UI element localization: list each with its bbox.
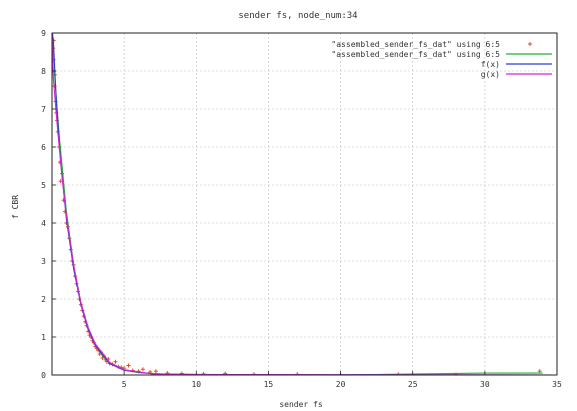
legend-label: f(x): [481, 60, 500, 69]
y-tick-label: 5: [41, 181, 46, 190]
y-tick-label: 0: [41, 371, 46, 380]
grid-lines: [52, 33, 558, 375]
x-tick-label: 35: [552, 380, 562, 389]
series-line-data_line: [52, 33, 543, 375]
series-line-f: [52, 33, 557, 375]
x-tick-label: 5: [122, 380, 127, 389]
data-point: [140, 367, 145, 372]
legend-label: "assembled_sender_fs_dat" using 6:5: [331, 40, 500, 49]
y-tick-label: 9: [41, 29, 46, 38]
legend-label: g(x): [481, 70, 500, 79]
legend-label: "assembled_sender_fs_dat" using 6:5: [331, 50, 500, 59]
y-tick-label: 3: [41, 257, 46, 266]
series-line-g: [52, 33, 557, 375]
y-tick-label: 1: [41, 333, 46, 342]
x-tick-label: 10: [191, 380, 201, 389]
data-point: [537, 369, 542, 374]
chart-title: sender fs, node_num:34: [238, 11, 357, 21]
data-point: [153, 369, 158, 374]
data-point: [201, 371, 206, 375]
y-tick-label: 8: [41, 67, 46, 76]
x-tick-label: 30: [480, 380, 490, 389]
data-point: [126, 363, 131, 368]
legend-swatch-points: [528, 42, 532, 46]
x-axis-label: sender fs: [279, 400, 323, 409]
legend: "assembled_sender_fs_dat" using 6:5"asse…: [331, 40, 552, 79]
plot-frame: [51, 32, 558, 376]
x-tick-label: 20: [336, 380, 346, 389]
x-tick-label: 25: [408, 380, 418, 389]
data-point: [113, 359, 118, 364]
y-axis-label: f CBR: [11, 195, 20, 219]
y-tick-label: 6: [41, 143, 46, 152]
axis-ticks: 5 10 15 20 25 30 35 0 1 2 3 4 5 6 7 8 9: [41, 29, 562, 389]
x-tick-label: 15: [264, 380, 274, 389]
series-layer: [52, 33, 557, 375]
y-tick-label: 7: [41, 105, 46, 114]
y-tick-label: 2: [41, 295, 46, 304]
y-tick-label: 4: [41, 219, 46, 228]
